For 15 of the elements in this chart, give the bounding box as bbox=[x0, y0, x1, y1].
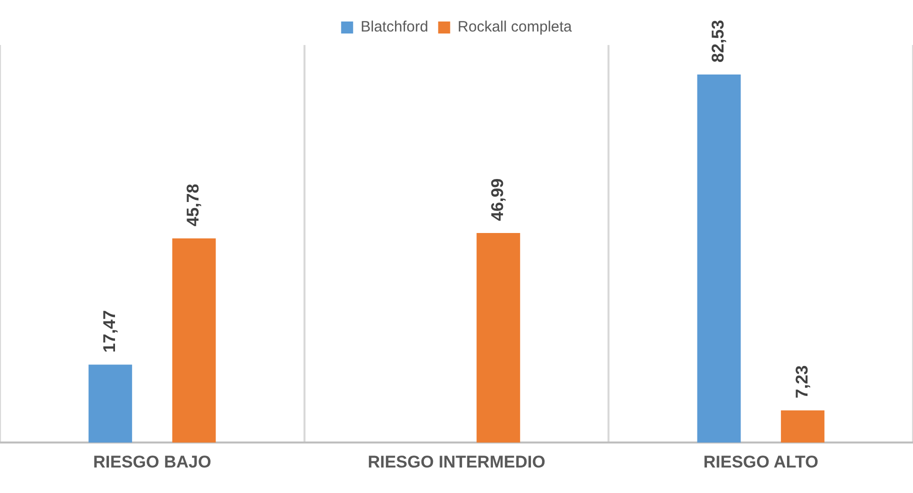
bar bbox=[697, 74, 741, 443]
data-label: 46,99 bbox=[488, 178, 508, 221]
data-label: 45,78 bbox=[184, 184, 203, 226]
data-label: 7,23 bbox=[792, 365, 812, 398]
x-tick-label: RIESGO ALTO bbox=[703, 452, 818, 472]
data-label: 17,47 bbox=[100, 310, 120, 353]
bar bbox=[88, 364, 132, 443]
legend-label: Rockall completa bbox=[458, 18, 573, 36]
legend-label: Blatchford bbox=[360, 18, 428, 36]
bar bbox=[780, 410, 824, 443]
x-tick-label: RIESGO BAJO bbox=[93, 452, 212, 472]
bar bbox=[172, 238, 216, 443]
bar bbox=[476, 232, 520, 443]
x-tick-label: RIESGO INTERMEDIO bbox=[368, 452, 546, 472]
data-label: 82,53 bbox=[708, 20, 728, 62]
